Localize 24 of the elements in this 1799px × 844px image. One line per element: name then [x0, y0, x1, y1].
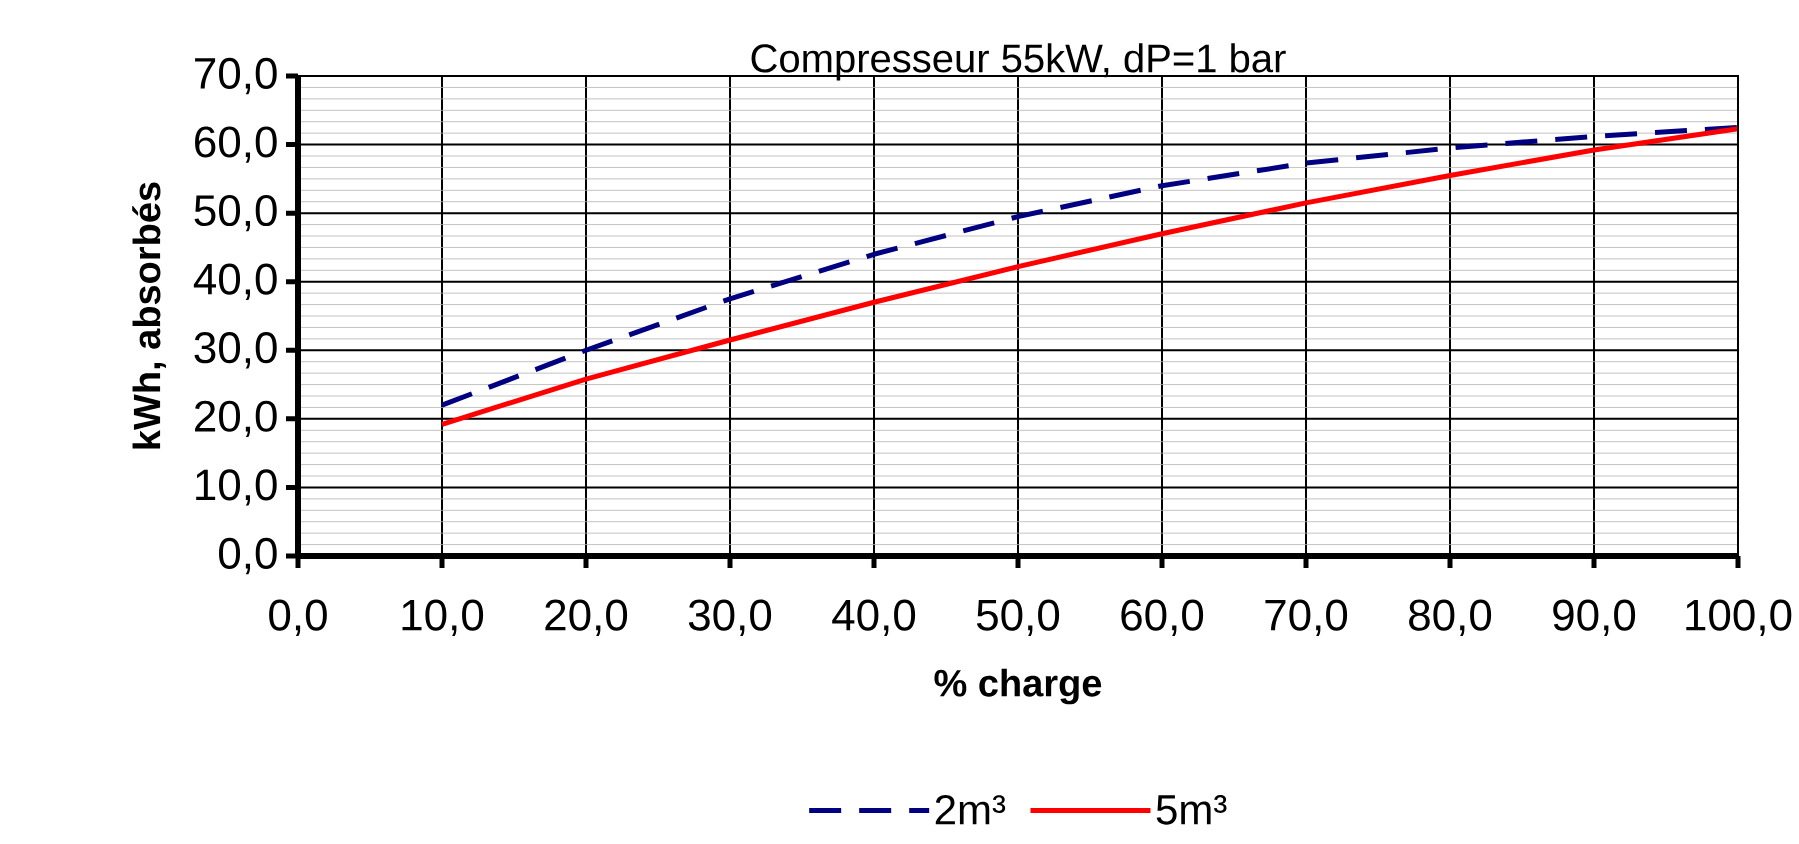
- y-tick-label: 60,0: [195, 126, 277, 163]
- x-tick-label: 80,0: [1409, 599, 1492, 636]
- x-tick-label: 60,0: [1121, 599, 1204, 636]
- x-tick-label: 100,0: [1686, 599, 1792, 636]
- y-tick-label: 50,0: [194, 194, 277, 232]
- y-tick-label: 10,0: [196, 469, 277, 506]
- y-tick-label: 40,0: [193, 263, 277, 300]
- y-tick-label: 20,0: [195, 400, 277, 438]
- x-tick-label: 70,0: [1265, 599, 1348, 636]
- x-tick-label: 30,0: [688, 599, 772, 636]
- x-tick-label: 50,0: [976, 599, 1060, 636]
- x-tick-label: 40,0: [832, 599, 916, 636]
- legend-label: 5m³: [1156, 795, 1227, 825]
- legend-label: 2m³: [935, 794, 1006, 825]
- x-axis-title: % charge: [934, 668, 1102, 705]
- x-tick-label: 90,0: [1553, 599, 1636, 636]
- y-tick-label: 70,0: [195, 57, 277, 95]
- y-tick-label: 0,0: [219, 537, 277, 575]
- y-tick-label: 30,0: [194, 332, 277, 369]
- x-tick-label: 10,0: [402, 599, 484, 636]
- y-axis-title: kWh, absorbés: [132, 182, 166, 449]
- x-tick-label: 20,0: [545, 599, 628, 636]
- x-tick-label: 0,0: [269, 599, 327, 636]
- chart-title: Compresseur 55kW, dP=1 bar: [751, 43, 1286, 81]
